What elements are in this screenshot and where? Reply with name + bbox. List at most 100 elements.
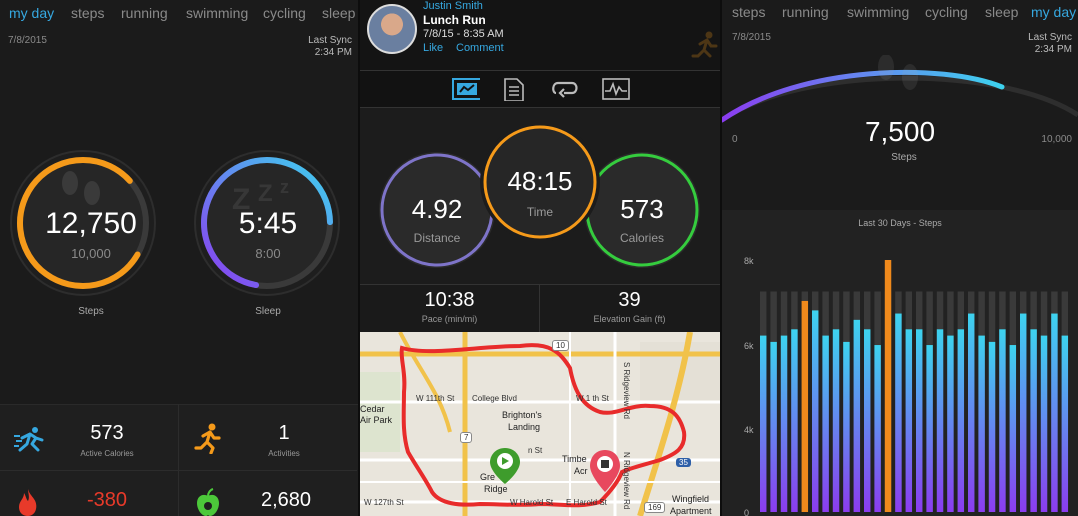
map-label-w127: W 127th St bbox=[364, 498, 404, 507]
finish-pin[interactable] bbox=[590, 450, 620, 492]
activities-cell[interactable]: 1 Activities bbox=[179, 404, 357, 471]
svg-text:Z: Z bbox=[232, 183, 250, 216]
step-bar[interactable] bbox=[1051, 313, 1058, 512]
map-label-landing: Landing bbox=[508, 422, 541, 432]
active-calories-label: Active Calories bbox=[80, 449, 134, 458]
flame-icon bbox=[19, 489, 37, 516]
step-bar[interactable] bbox=[770, 341, 777, 512]
comment-link[interactable]: Comment bbox=[456, 42, 504, 54]
route-shield-35: 35 bbox=[676, 458, 691, 467]
map-label-wharold: W Harold St bbox=[510, 498, 554, 507]
steps-bars bbox=[760, 260, 1069, 512]
pace-elevation-row: 10:38 Pace (min/mi) 39 Elevation Gain (f… bbox=[360, 284, 720, 333]
net-calories-value: -380 bbox=[86, 489, 128, 511]
active-calories-cell[interactable]: 573 Active Calories bbox=[0, 404, 178, 471]
last-sync: Last Sync 2:34 PM bbox=[308, 35, 352, 59]
step-bar[interactable] bbox=[822, 335, 829, 512]
step-bar[interactable] bbox=[874, 345, 881, 512]
avatar[interactable] bbox=[367, 4, 417, 54]
step-bar[interactable] bbox=[884, 260, 892, 512]
step-bar[interactable] bbox=[1009, 345, 1017, 512]
map-label-apartment: Apartment bbox=[670, 506, 712, 516]
calories-value: 573 bbox=[620, 194, 664, 224]
date-label-2: 7/8/2015 bbox=[732, 32, 771, 43]
activity-header: Justin Smith Lunch Run 7/8/15 - 8:35 AM … bbox=[360, 0, 720, 70]
tab-my-day[interactable]: my day bbox=[9, 5, 55, 21]
pace-label: Pace (min/mi) bbox=[421, 314, 478, 324]
steps-gauge[interactable] bbox=[0, 135, 180, 305]
route-map[interactable]: Cedar Air Park W 111th St College Blvd B… bbox=[360, 332, 720, 516]
start-pin[interactable] bbox=[490, 448, 520, 484]
step-bar[interactable] bbox=[864, 329, 871, 512]
distance-ring bbox=[380, 153, 494, 267]
map-label-ridgeview-2: N Ridgeview Rd bbox=[622, 452, 631, 510]
laps-icon[interactable] bbox=[550, 77, 578, 101]
like-link[interactable]: Like bbox=[423, 42, 444, 54]
map-label-eharold: E Harold St bbox=[566, 498, 607, 507]
tab-swimming[interactable]: swimming bbox=[186, 5, 249, 21]
stats-divider bbox=[178, 404, 179, 516]
chart-title: Last 30 Days - Steps bbox=[858, 218, 942, 228]
steps-chart[interactable]: Last 30 Days - Steps 8k 6k 4k 0 bbox=[722, 210, 1078, 516]
tab-cycling-2[interactable]: cycling bbox=[925, 4, 968, 20]
step-bar[interactable] bbox=[1030, 329, 1037, 512]
step-bar[interactable] bbox=[801, 300, 809, 512]
map-label-ridge: Ridge bbox=[484, 484, 508, 494]
step-bar[interactable] bbox=[968, 313, 975, 512]
step-bar[interactable] bbox=[760, 335, 767, 512]
step-bar[interactable] bbox=[843, 341, 850, 512]
step-bar[interactable] bbox=[947, 335, 954, 512]
step-bar[interactable] bbox=[1040, 335, 1048, 512]
tab-steps-2[interactable]: steps bbox=[732, 4, 766, 20]
sleep-value: 5:45 bbox=[238, 207, 298, 240]
step-bar[interactable] bbox=[1020, 313, 1027, 512]
step-bar[interactable] bbox=[832, 329, 840, 512]
my-day-panel: my day steps running swimming cycling sl… bbox=[0, 0, 358, 516]
time-label: Time bbox=[526, 205, 554, 219]
steps-value: 12,750 bbox=[45, 207, 137, 240]
details-icon[interactable] bbox=[503, 77, 531, 101]
activity-user[interactable]: Justin Smith bbox=[423, 0, 483, 12]
food-calories-cell[interactable]: 2,680 bbox=[179, 471, 357, 516]
route-shield-10: 10 bbox=[552, 340, 569, 351]
step-bar[interactable] bbox=[978, 335, 985, 512]
net-calories-cell[interactable]: -380 bbox=[0, 471, 178, 516]
step-bar[interactable] bbox=[812, 310, 819, 512]
tab-cycling[interactable]: cycling bbox=[263, 5, 306, 21]
tab-running-2[interactable]: running bbox=[782, 4, 829, 20]
steps-caption: Steps bbox=[78, 306, 104, 317]
step-bar[interactable] bbox=[895, 313, 902, 512]
step-bar[interactable] bbox=[853, 319, 861, 512]
tab-sleep-2[interactable]: sleep bbox=[985, 4, 1019, 20]
steps-arc-gauge[interactable] bbox=[722, 55, 1078, 205]
chart-icon[interactable] bbox=[602, 77, 630, 101]
map-label-college: College Blvd bbox=[472, 394, 517, 403]
y-tick-4k: 4k bbox=[744, 425, 754, 435]
tab-running[interactable]: running bbox=[121, 5, 168, 21]
summary-icon[interactable] bbox=[452, 77, 480, 101]
step-bar[interactable] bbox=[780, 335, 788, 512]
tab-swimming-2[interactable]: swimming bbox=[847, 4, 910, 20]
step-bar[interactable] bbox=[936, 329, 944, 512]
sleep-gauge[interactable]: Z Z z bbox=[180, 135, 358, 305]
step-bar[interactable] bbox=[916, 329, 923, 512]
step-bar[interactable] bbox=[999, 329, 1006, 512]
date-label: 7/8/2015 bbox=[8, 35, 47, 46]
svg-text:Z: Z bbox=[258, 180, 273, 207]
step-bar[interactable] bbox=[957, 329, 965, 512]
y-tick-8k: 8k bbox=[744, 256, 754, 266]
step-bar[interactable] bbox=[791, 329, 798, 512]
map-label-w-th-st: W 1 th St bbox=[576, 394, 609, 403]
step-bar[interactable] bbox=[1061, 335, 1069, 512]
tab-steps[interactable]: steps bbox=[71, 5, 105, 21]
tab-my-day-2[interactable]: my day bbox=[1031, 4, 1077, 20]
footprint-icon bbox=[62, 171, 100, 205]
y-tick-0: 0 bbox=[744, 508, 750, 516]
tab-sleep[interactable]: sleep bbox=[322, 5, 356, 21]
activity-title: Lunch Run bbox=[423, 13, 486, 27]
svg-text:z: z bbox=[280, 177, 289, 197]
step-bar[interactable] bbox=[926, 345, 933, 512]
step-bar[interactable] bbox=[988, 341, 996, 512]
step-bar[interactable] bbox=[905, 329, 913, 512]
y-tick-6k: 6k bbox=[744, 341, 754, 351]
